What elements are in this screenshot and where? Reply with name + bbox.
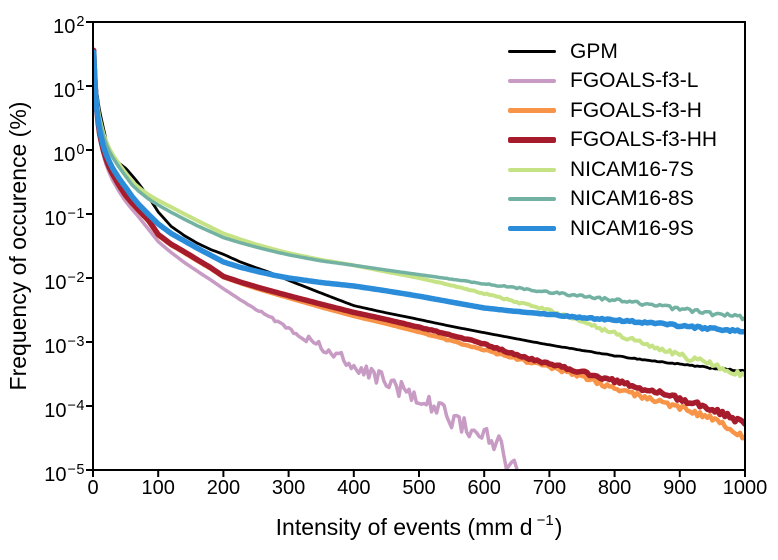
legend-label: FGOALS-f3-H — [570, 98, 702, 122]
legend-swatch-FGOALS-f3-L — [508, 79, 556, 84]
y-tick-exponent: 2 — [76, 14, 85, 30]
legend-item-FGOALS-f3-HH: FGOALS-f3-HH — [508, 126, 717, 156]
y-tick-label: 10−4 — [0, 392, 85, 422]
y-tick-base: 10 — [44, 272, 67, 294]
legend-label: FGOALS-f3-HH — [570, 128, 718, 152]
legend: GPM FGOALS-f3-L FGOALS-f3-H FGOALS-f3-HH NIC… — [508, 37, 717, 244]
x-axis-label-text: Intensity of events (mm d — [275, 514, 533, 540]
legend-item-FGOALS-f3-H: FGOALS-f3-H — [508, 96, 717, 126]
y-tick-label: 102 — [0, 8, 85, 38]
legend-label: NICAM16-9S — [570, 216, 694, 240]
x-tick-label: 400 — [337, 477, 371, 499]
x-tick-label: 700 — [532, 477, 567, 499]
x-tick-label: 1000 — [722, 477, 768, 499]
y-tick-base: 10 — [44, 336, 67, 358]
y-tick-base: 10 — [53, 16, 76, 38]
series-line-FGOALS-f3-L — [93, 53, 519, 470]
x-tick-label: 100 — [141, 477, 175, 499]
series-line-FGOALS-f3-HH — [93, 47, 745, 427]
y-tick-label: 101 — [0, 72, 85, 102]
x-tick-label: 800 — [597, 477, 632, 499]
y-tick-label: 10−1 — [0, 200, 85, 230]
legend-swatch-FGOALS-f3-H — [508, 108, 556, 114]
y-tick-exponent: −3 — [67, 334, 85, 350]
y-tick-base: 10 — [53, 144, 76, 166]
x-axis-label-suffix: ) — [554, 514, 563, 540]
y-tick-exponent: −5 — [67, 462, 85, 478]
legend-swatch-NICAM16-9S — [508, 226, 556, 232]
legend-label: FGOALS-f3-L — [570, 69, 699, 93]
x-tick-label: 0 — [87, 477, 99, 499]
x-tick-label: 900 — [663, 477, 697, 499]
legend-label: NICAM16-7S — [570, 157, 694, 181]
y-tick-base: 10 — [44, 400, 67, 422]
y-tick-base: 10 — [53, 80, 76, 102]
series-line-NICAM16-9S — [93, 49, 745, 335]
y-tick-label: 10−3 — [0, 328, 85, 358]
y-tick-label: 100 — [0, 136, 85, 166]
x-tick-label: 600 — [467, 477, 501, 499]
y-tick-base: 10 — [44, 464, 67, 486]
legend-item-NICAM16-7S: NICAM16-7S — [508, 155, 717, 185]
series-line-NICAM16-8S — [93, 55, 745, 322]
y-tick-exponent: 0 — [76, 142, 85, 158]
legend-item-FGOALS-f3-L: FGOALS-f3-L — [508, 67, 717, 97]
y-tick-exponent: −4 — [67, 398, 85, 414]
y-tick-base: 10 — [44, 208, 67, 230]
legend-swatch-NICAM16-8S — [508, 197, 556, 202]
y-tick-exponent: 1 — [76, 78, 85, 94]
series-line-NICAM16-7S — [93, 53, 745, 379]
y-tick-label: 10−5 — [0, 456, 85, 486]
y-tick-label: 10−2 — [0, 264, 85, 294]
x-tick-label: 300 — [271, 477, 306, 499]
y-tick-exponent: −2 — [67, 270, 85, 286]
legend-swatch-GPM — [508, 50, 556, 54]
legend-label: NICAM16-8S — [570, 187, 694, 211]
series-line-GPM — [93, 51, 745, 373]
y-tick-exponent: −1 — [67, 206, 85, 222]
x-axis-label: Intensity of events (mm d −1) — [93, 512, 745, 541]
x-axis-label-superscript: −1 — [536, 512, 554, 529]
legend-item-NICAM16-8S: NICAM16-8S — [508, 185, 717, 215]
x-tick-label: 500 — [402, 477, 436, 499]
legend-swatch-FGOALS-f3-HH — [508, 137, 556, 144]
legend-item-GPM: GPM — [508, 37, 717, 67]
legend-item-NICAM16-9S: NICAM16-9S — [508, 214, 717, 244]
x-tick-label: 200 — [206, 477, 241, 499]
legend-swatch-NICAM16-7S — [508, 167, 556, 172]
legend-label: GPM — [570, 39, 618, 63]
